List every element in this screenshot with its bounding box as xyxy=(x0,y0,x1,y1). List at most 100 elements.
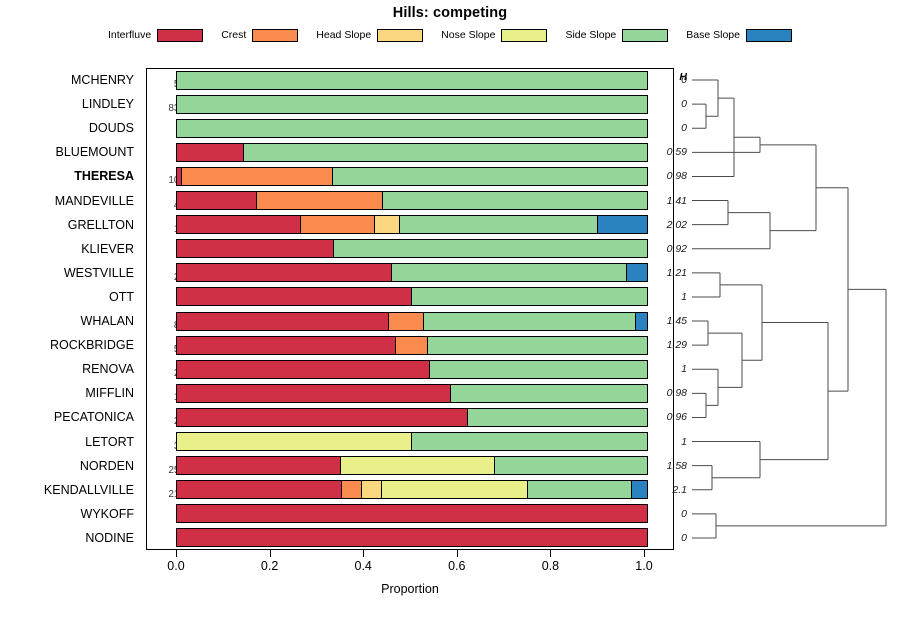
legend-label: Crest xyxy=(221,29,247,41)
legend-swatch xyxy=(745,28,792,42)
axis-tick xyxy=(176,550,177,557)
legend-swatch xyxy=(501,28,548,42)
h-value: 0 xyxy=(681,98,687,111)
category-label: ROCKBRIDGE xyxy=(49,338,134,353)
dendrogram-link xyxy=(692,97,735,177)
bar-segment xyxy=(257,192,384,210)
bar-segment xyxy=(428,336,647,354)
stacked-bar xyxy=(176,335,648,355)
dendrogram-link xyxy=(692,513,717,539)
chart-title: Hills: competing xyxy=(392,5,508,21)
axis-tick xyxy=(456,550,458,557)
bar-segment xyxy=(381,481,528,499)
legend-swatch xyxy=(622,28,669,42)
dendrogram-link xyxy=(692,392,707,418)
bars-layer xyxy=(176,68,648,550)
bar-row xyxy=(176,407,648,427)
bar-segment xyxy=(399,216,598,234)
axis-tick-label: 1.0 xyxy=(635,559,653,573)
category-label: KENDALLVILLE xyxy=(43,482,134,497)
bar-segment xyxy=(177,481,343,499)
h-value: 0.96 xyxy=(666,411,687,424)
bar-row xyxy=(176,70,648,90)
legend-item: Interfluve xyxy=(108,28,204,42)
category-label: LINDLEY xyxy=(81,97,134,112)
dendrogram-link xyxy=(692,212,771,250)
bar-segment xyxy=(627,264,647,282)
bar-row xyxy=(176,191,648,211)
dendrogram-link xyxy=(716,288,887,527)
h-value: 0 xyxy=(681,122,687,135)
bar-segment xyxy=(177,505,647,523)
legend-swatch xyxy=(252,28,299,42)
bar-segment xyxy=(631,481,647,499)
dendrogram-link xyxy=(692,272,721,298)
bar-segment xyxy=(333,240,647,258)
bar-segment xyxy=(342,481,363,499)
bar-row xyxy=(176,287,648,307)
dendrogram-link xyxy=(708,332,743,388)
bar-segment xyxy=(181,167,333,185)
bar-segment xyxy=(494,457,647,475)
bar-segment xyxy=(177,384,451,402)
h-value: 1.29 xyxy=(666,339,687,352)
bar-segment xyxy=(429,360,647,378)
stacked-bar xyxy=(176,239,648,259)
h-value: 2.02 xyxy=(666,218,687,231)
h-value: 1 xyxy=(681,363,687,376)
bar-segment xyxy=(244,143,647,161)
stacked-bar xyxy=(176,359,648,379)
legend-label: Nose Slope xyxy=(441,29,496,41)
category-label: BLUEMOUNT xyxy=(55,145,134,160)
dendrogram-svg xyxy=(692,79,887,539)
legend-label: Side Slope xyxy=(565,29,617,41)
category-label: KLIEVER xyxy=(81,241,134,256)
category-label: MCHENRY xyxy=(71,73,134,88)
bar-segment xyxy=(177,143,245,161)
h-value: 1.41 xyxy=(666,194,687,207)
h-value: 0 xyxy=(681,74,687,87)
stacked-bar xyxy=(176,142,648,162)
bar-segment xyxy=(177,264,393,282)
dendrogram-link xyxy=(692,136,761,153)
stacked-bar xyxy=(176,432,648,452)
bar-segment xyxy=(300,216,375,234)
stacked-bar xyxy=(176,118,648,138)
category-label: MIFFLIN xyxy=(85,386,134,401)
h-column: H 0 0 0 0.59 0.98 1.41 2.02 0.92 1.21 1 1.45 1.29 1 0.… xyxy=(651,68,687,550)
stacked-bar xyxy=(176,528,648,548)
dendrogram-link xyxy=(692,368,719,406)
bar-segment xyxy=(177,336,397,354)
category-label: PECATONICA xyxy=(53,410,134,425)
bar-row xyxy=(176,359,648,379)
h-value: 0.98 xyxy=(666,387,687,400)
bar-segment xyxy=(177,408,468,426)
h-value: 2.1 xyxy=(672,483,687,496)
bar-segment xyxy=(467,408,647,426)
category-label: WESTVILLE xyxy=(63,265,134,280)
h-column-header: H xyxy=(679,71,687,83)
category-label: MANDEVILLE xyxy=(54,193,134,208)
stacked-bar xyxy=(176,456,648,476)
stacked-bar xyxy=(176,94,648,114)
legend-swatch xyxy=(157,28,204,42)
dendrogram-link xyxy=(692,79,719,117)
bar-segment xyxy=(451,384,647,402)
stacked-bar xyxy=(176,480,648,500)
x-axis: 0.0 0.2 0.4 0.6 0.8 1.0 xyxy=(146,550,674,590)
bar-segment xyxy=(423,312,636,330)
legend-item: Crest xyxy=(221,28,299,42)
bar-segment xyxy=(412,433,647,451)
dendrogram-link xyxy=(760,322,829,461)
stacked-bar xyxy=(176,287,648,307)
category-label: NODINE xyxy=(85,530,134,545)
dendrogram-link xyxy=(720,284,763,361)
legend-item: Head Slope xyxy=(316,28,424,42)
h-value: 1 xyxy=(681,435,687,448)
category-label: THERESA xyxy=(74,169,134,184)
legend-label: Base Slope xyxy=(686,29,740,41)
dendrogram-link xyxy=(692,441,761,479)
bar-segment xyxy=(412,288,647,306)
bar-row xyxy=(176,94,648,114)
